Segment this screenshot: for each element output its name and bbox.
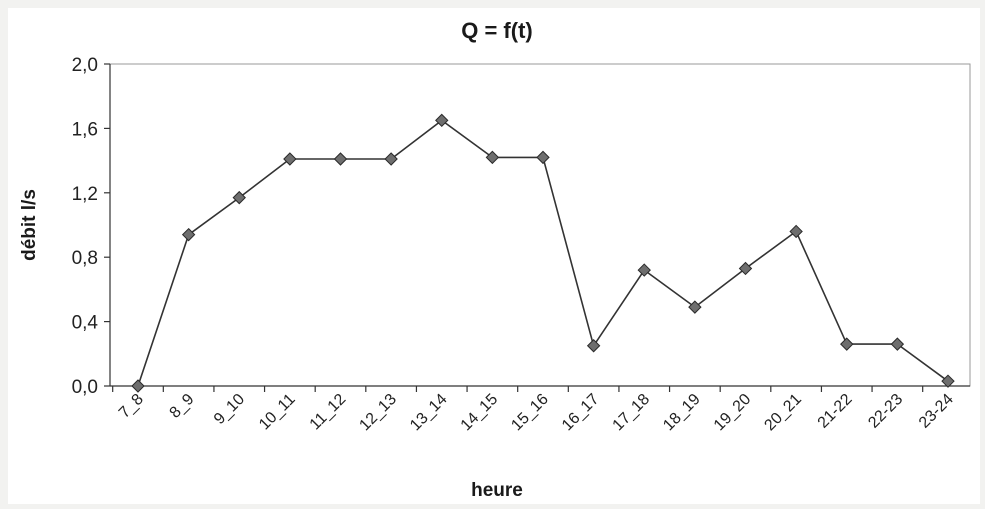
- chart-area: [8, 8, 980, 504]
- data-point-marker: [688, 300, 702, 314]
- data-point-marker: [333, 152, 348, 166]
- x-axis-label: heure: [471, 480, 523, 501]
- y-tick-label: 0,8: [72, 248, 98, 269]
- data-point-marker: [738, 261, 753, 276]
- y-tick-label: 2,0: [72, 55, 98, 76]
- data-point-marker: [536, 150, 550, 165]
- data-point-marker: [637, 263, 651, 277]
- y-tick-label: 0,4: [72, 313, 99, 334]
- data-point-marker: [131, 379, 145, 393]
- data-point-marker: [941, 374, 955, 388]
- data-point-marker: [384, 152, 398, 166]
- y-tick-label: 1,6: [72, 119, 98, 140]
- data-point-marker: [586, 339, 601, 353]
- data-point-marker: [840, 337, 854, 351]
- data-point-marker: [789, 224, 803, 239]
- data-point-marker: [435, 113, 449, 128]
- data-point-marker: [181, 227, 196, 242]
- y-axis-label: débit l/s: [19, 189, 40, 261]
- series-layer: [131, 113, 955, 393]
- y-axis-ticks: 0,0 0,4 0,8 1,2 1,6 2,0: [72, 55, 110, 398]
- chart-title: Q = f(t): [461, 18, 533, 43]
- data-point-marker: [890, 337, 905, 351]
- y-tick-label: 0,0: [72, 377, 98, 398]
- data-point-marker: [232, 190, 246, 205]
- data-point-marker: [283, 152, 297, 166]
- y-tick-label: 1,2: [72, 184, 98, 205]
- data-point-marker: [485, 150, 500, 165]
